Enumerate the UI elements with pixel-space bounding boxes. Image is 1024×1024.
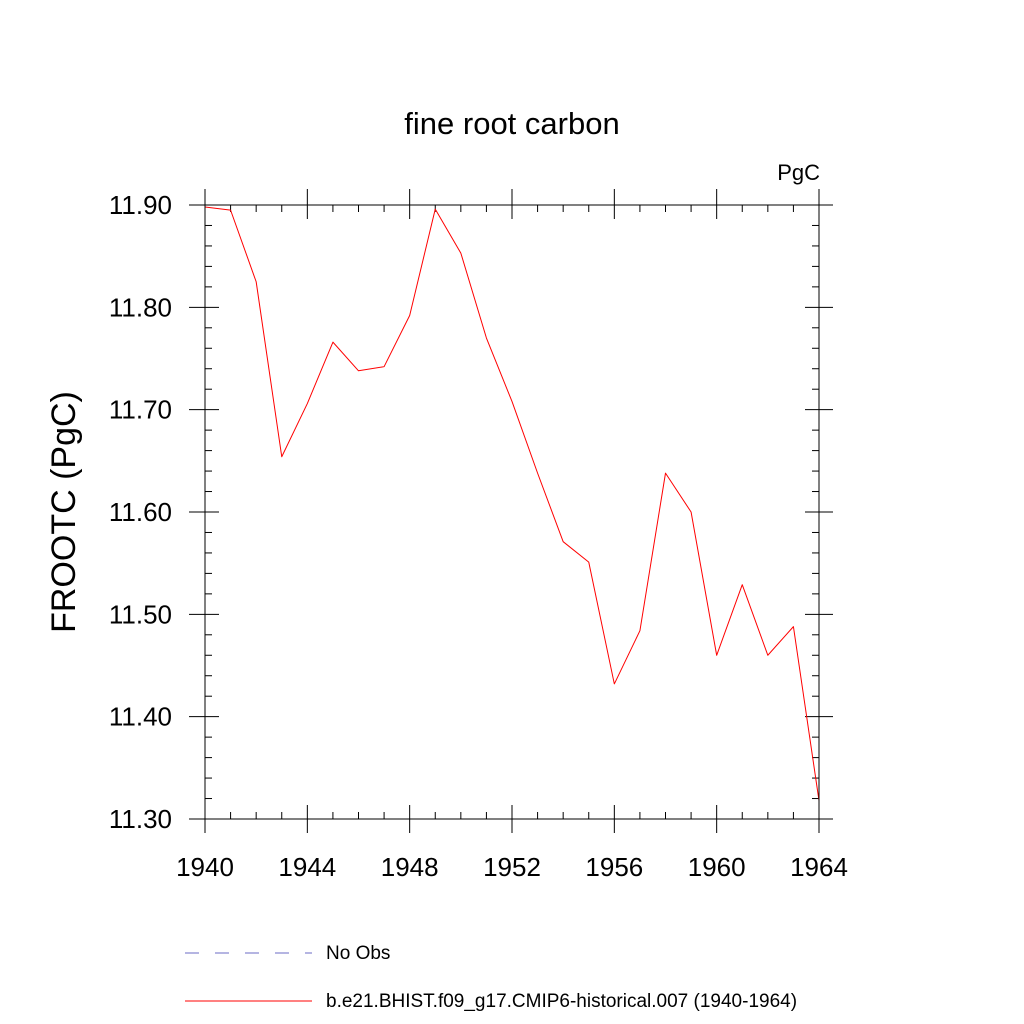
major-ticks <box>189 189 833 833</box>
units-label: PgC <box>777 160 820 185</box>
series-layer <box>204 206 820 801</box>
x-tick-labels: 1940 1944 1948 1952 1956 1960 1964 <box>176 852 848 882</box>
x-tick-label: 1952 <box>483 852 541 882</box>
x-tick-label: 1944 <box>278 852 336 882</box>
legend-label-no-obs: No Obs <box>326 943 390 964</box>
x-tick-label: 1948 <box>381 852 439 882</box>
chart-title: fine root carbon <box>404 106 619 141</box>
plot-frame <box>204 204 820 820</box>
legend-label-historical: b.e21.BHIST.f09_g17.CMIP6-historical.007… <box>326 991 797 1012</box>
x-tick-label: 1960 <box>688 852 746 882</box>
legend: No Obs b.e21.BHIST.f09_g17.CMIP6-histori… <box>185 943 797 1012</box>
y-axis-label: FROOTC (PgC) <box>45 391 83 633</box>
y-tick-label: 11.80 <box>109 292 172 322</box>
y-tick-label: 11.30 <box>109 804 172 834</box>
y-tick-label: 11.40 <box>109 702 172 732</box>
y-tick-label: 11.70 <box>109 395 172 425</box>
y-tick-label: 11.50 <box>109 599 172 629</box>
x-tick-label: 1956 <box>585 852 643 882</box>
y-tick-labels: 11.30 11.40 11.50 11.60 11.70 11.80 11.90 <box>109 190 172 834</box>
y-tick-label: 11.90 <box>109 190 172 220</box>
minor-ticks <box>205 205 819 819</box>
series-line <box>204 206 820 801</box>
x-tick-label: 1964 <box>790 852 848 882</box>
y-tick-label: 11.60 <box>109 497 172 527</box>
x-tick-label: 1940 <box>176 852 234 882</box>
